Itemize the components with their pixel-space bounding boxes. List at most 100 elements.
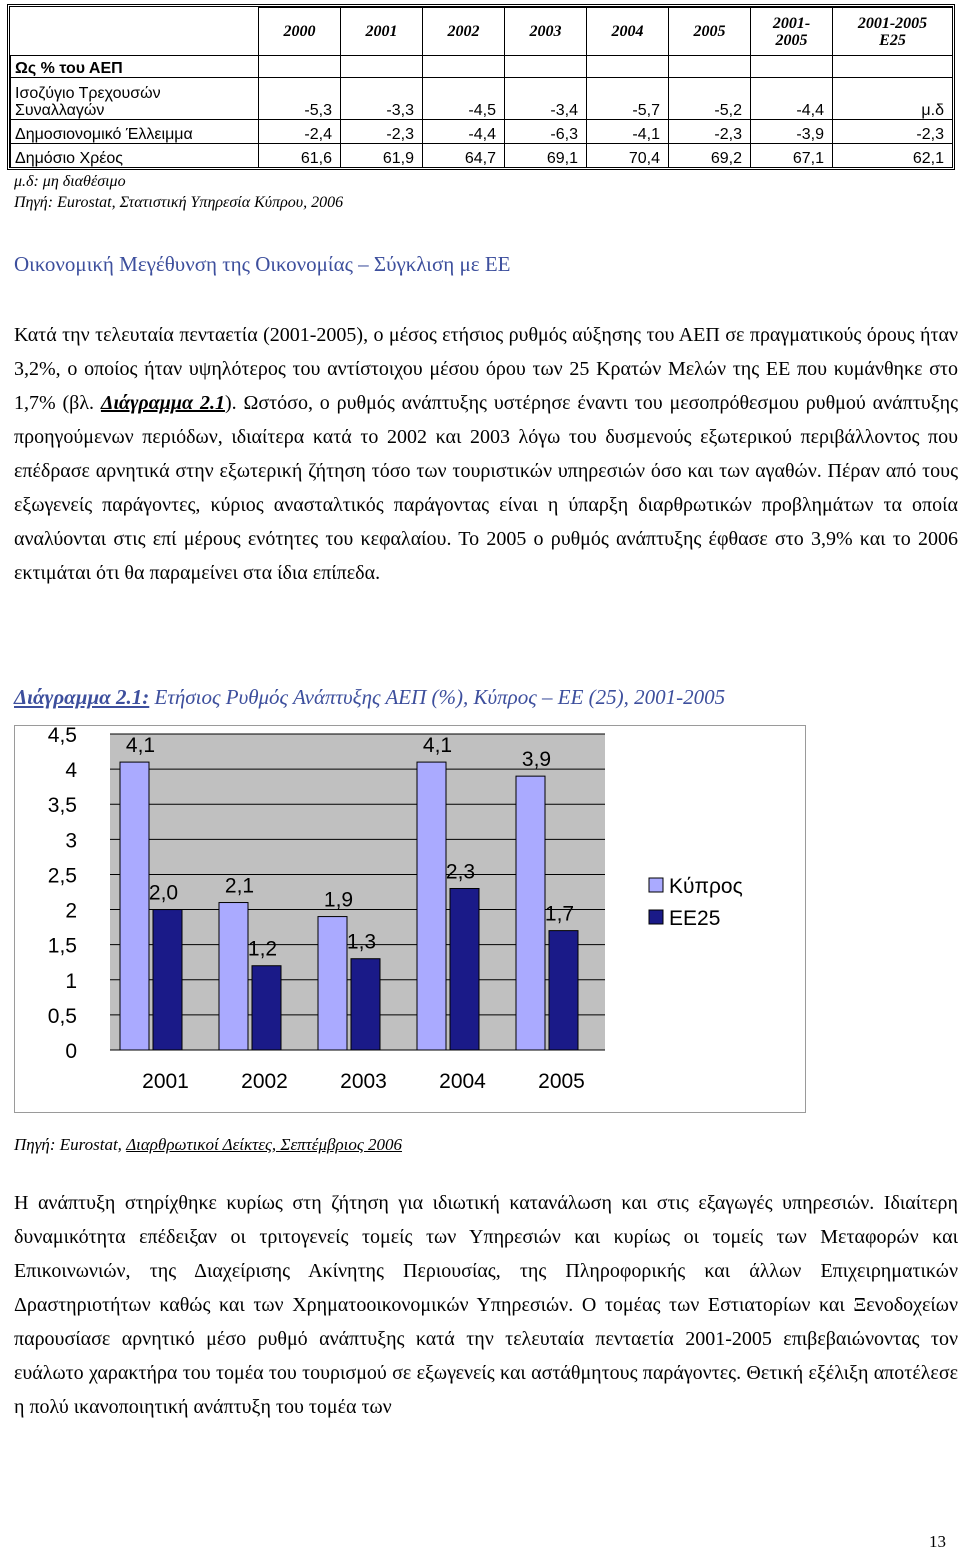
header-year: 2005	[668, 7, 751, 56]
y-tick-label: 4,5	[48, 726, 77, 747]
chart-source: Πηγή: Eurostat, Διαρθρωτικοί Δείκτες, Σε…	[14, 1135, 402, 1154]
bar-data-label: 2,3	[446, 860, 475, 883]
bars	[119, 761, 579, 1051]
x-tick-label: 2003	[340, 1070, 387, 1093]
x-tick-label: 2001	[142, 1070, 189, 1093]
table-row: Δημόσιο Χρέος 61,6 61,9 64,7 69,1 70,4 6…	[10, 143, 953, 168]
table-corner	[10, 7, 259, 56]
table-row: Ισοζύγιο Τρεχουσών Συναλλαγών -5,3 -3,3 -…	[10, 77, 953, 120]
y-tick-label: 0,5	[48, 1005, 77, 1028]
y-tick-label: 3,5	[48, 794, 77, 817]
header-average: 2001- 2005	[750, 7, 833, 56]
bar-data-label: 2,0	[149, 882, 178, 905]
bar-cyprus	[119, 761, 150, 1051]
table-cell: 64,7	[422, 143, 505, 168]
table-cell: -3,9	[750, 119, 833, 144]
row-label: Ισοζύγιο Τρεχουσών Συναλλαγών	[10, 77, 259, 120]
bar-data-label: 2,1	[225, 875, 254, 898]
header-year: 2004	[586, 7, 669, 56]
paragraph-growth: Κατά την τελευταία πενταετία (2001-2005)…	[14, 324, 958, 584]
table-cell: -2,4	[258, 119, 341, 144]
table-cell: -4,5	[422, 77, 505, 120]
chart-legend: Κύπρος ΕΕ25	[648, 875, 743, 930]
gdp-growth-chart: 0 0,5 1 1,5 2 2,5 3 3,5 4 4,5 4,1 2,0 2,1 1,2 1,9 1,3 4…	[14, 725, 806, 1113]
table-subtitle: Ως % του ΑΕΠ	[10, 55, 259, 78]
y-tick-label: 2,5	[48, 864, 77, 887]
bar-data-label: 1,2	[248, 938, 277, 961]
table-cell: -5,2	[668, 77, 751, 120]
chart-source-link[interactable]: Διαρθρωτικοί Δείκτες, Σεπτέμβριος 2006	[126, 1135, 402, 1154]
bar-eu25	[152, 909, 183, 1051]
x-tick-label: 2002	[241, 1070, 288, 1093]
figure-caption: Διάγραμμα 2.1: Ετήσιος Ρυθμός Ανάπτυξης …	[14, 685, 725, 710]
table-cell: -4,4	[422, 119, 505, 144]
bar-cyprus	[218, 902, 249, 1051]
table-cell: -3,3	[340, 77, 423, 120]
table-cell: 62,1	[832, 143, 953, 168]
header-year: 2001	[340, 7, 423, 56]
bar-eu25	[449, 887, 480, 1051]
bar-cyprus	[515, 775, 546, 1051]
bar-data-label: 1,7	[545, 903, 574, 926]
page-number: 13	[929, 1532, 946, 1551]
bar-data-label: 1,9	[324, 889, 353, 912]
table-cell: 61,6	[258, 143, 341, 168]
table-subtitle-row: Ως % του ΑΕΠ	[10, 55, 953, 78]
economic-indicators-table: 2000 2001 2002 2003 2004 2005 2001- 2005 …	[7, 4, 955, 170]
y-tick-label: 1	[65, 970, 77, 993]
table-cell: 67,1	[750, 143, 833, 168]
figure-caption-label: Διάγραμμα 2.1:	[14, 685, 150, 709]
legend-label: Κύπρος	[669, 875, 743, 898]
y-tick-label: 4	[65, 759, 77, 782]
row-label: Δημόσιο Χρέος	[10, 143, 259, 168]
table-header-row: 2000 2001 2002 2003 2004 2005 2001- 2005 …	[10, 7, 953, 56]
table-cell: -4,1	[586, 119, 669, 144]
table-cell: -6,3	[504, 119, 587, 144]
table-cell: -4,4	[750, 77, 833, 120]
figure-reference-link[interactable]: Διάγραμμα 2.1	[100, 392, 225, 414]
bar-eu25	[251, 965, 282, 1051]
y-tick-label: 0	[65, 1040, 77, 1063]
bar-labels: 4,1 2,0 2,1 1,2 1,9 1,3 4,1 2,3 3,9 1,7	[126, 734, 574, 961]
y-tick-label: 3	[65, 829, 77, 852]
table-cell: 70,4	[586, 143, 669, 168]
row-label: Δημοσιονομικό Έλλειμμα	[10, 119, 259, 144]
bar-data-label: 4,1	[423, 734, 452, 757]
table-cell: -5,3	[258, 77, 341, 120]
paragraph-services: Η ανάπτυξη στηρίχθηκε κυρίως στη ζήτηση …	[14, 1192, 958, 1418]
table-cell: -2,3	[340, 119, 423, 144]
table-cell: -2,3	[668, 119, 751, 144]
table-note: μ.δ: μη διαθέσιμο	[14, 173, 126, 190]
header-eu25: 2001-2005 E25	[832, 7, 953, 56]
table-cell: -3,4	[504, 77, 587, 120]
bar-data-label: 3,9	[522, 748, 551, 771]
table-cell: 69,2	[668, 143, 751, 168]
y-axis-ticks: 0 0,5 1 1,5 2 2,5 3 3,5 4 4,5	[48, 726, 78, 1063]
bar-data-label: 4,1	[126, 734, 155, 757]
header-year: 2003	[504, 7, 587, 56]
header-year: 2002	[422, 7, 505, 56]
section-title: Οικονομική Μεγέθυνση της Οικονομίας – Σύ…	[14, 252, 511, 276]
bar-eu25	[548, 930, 579, 1051]
x-tick-label: 2005	[538, 1070, 585, 1093]
legend-swatch	[648, 909, 664, 925]
legend-label: ΕΕ25	[669, 907, 720, 930]
table-cell: 69,1	[504, 143, 587, 168]
bar-cyprus	[416, 761, 447, 1051]
figure-caption-text: Ετήσιος Ρυθμός Ανάπτυξης ΑΕΠ (%), Κύπρος…	[149, 685, 726, 709]
legend-swatch	[648, 877, 664, 893]
y-tick-label: 2	[65, 900, 77, 923]
y-tick-label: 1,5	[48, 935, 77, 958]
chart-svg: 00,511,522,533,544,5 4,12,0 2,11,21,91,34…	[48, 726, 743, 1093]
bar-data-label: 1,3	[347, 931, 376, 954]
x-axis-ticks: 2001 2002 2003 2004 2005	[142, 1070, 585, 1093]
bar-cyprus	[317, 916, 348, 1051]
table-row: Δημοσιονομικό Έλλειμμα -2,4 -2,3 -4,4 -6…	[10, 119, 953, 144]
table-cell: μ.δ	[832, 77, 953, 120]
bar-eu25	[350, 958, 381, 1051]
table-cell: -5,7	[586, 77, 669, 120]
table-cell: -2,3	[832, 119, 953, 144]
table-cell: 61,9	[340, 143, 423, 168]
header-year: 2000	[258, 7, 341, 56]
x-tick-label: 2004	[439, 1070, 486, 1093]
